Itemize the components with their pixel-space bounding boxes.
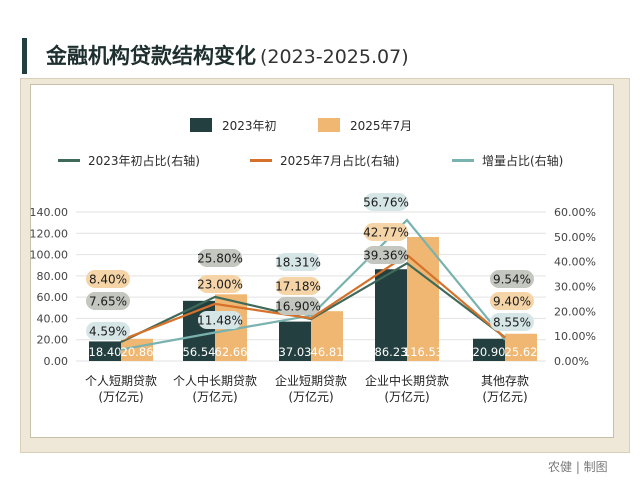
line-label-2025: 42.77% <box>363 226 409 240</box>
category-label: 个人短期贷款 <box>85 374 157 388</box>
right-tick-label: 30.00% <box>554 281 596 294</box>
category-unit-label: (万亿元) <box>384 389 429 404</box>
bar-2023 <box>279 321 311 361</box>
category-unit-label: (万亿元) <box>98 389 143 404</box>
line-label-increment: 11.48% <box>197 314 243 328</box>
left-tick-label: 20.00 <box>37 334 69 347</box>
category-label: 其他存款 <box>481 374 529 388</box>
left-tick-label: 140.00 <box>30 206 69 219</box>
right-tick-label: 50.00% <box>554 231 596 244</box>
bar-label-2023: 56.54 <box>183 345 216 359</box>
line-label-increment-bg <box>364 193 408 211</box>
line-label-2023-bg <box>490 270 534 288</box>
category-unit-label: (万亿元) <box>482 389 527 404</box>
bar-2023 <box>473 338 505 361</box>
legend-label-2025: 2025年7月 <box>350 119 413 133</box>
bar-label-2023: 18.40 <box>89 345 122 359</box>
legend-swatch-2025 <box>318 118 340 132</box>
legend-label-line-2025: 2025年7月占比(右轴) <box>280 154 400 168</box>
bar-label-2025: 62.66 <box>215 345 248 359</box>
line-label-2023: 16.90% <box>275 300 321 314</box>
legend-line-increment <box>452 159 474 162</box>
line-label-2025-bg <box>276 277 320 295</box>
legend-line-2023 <box>58 159 80 162</box>
line-label-increment-bg <box>198 311 242 329</box>
line-label-2023-bg <box>198 249 242 267</box>
legend-label-line-2023: 2023年初占比(右轴) <box>88 154 200 168</box>
line-2025-share <box>120 253 506 342</box>
bar-2025 <box>505 333 537 361</box>
line-label-2023: 39.36% <box>363 249 409 263</box>
bar-label-2025: 25.62 <box>505 345 538 359</box>
line-label-2025-bg <box>198 275 242 293</box>
category-label: 个人中长期贷款 <box>173 373 257 388</box>
right-tick-label: 0.00% <box>554 355 589 368</box>
line-label-increment-bg <box>86 322 130 340</box>
legend-swatch-2023 <box>190 118 212 132</box>
category-label: 企业短期贷款 <box>275 373 347 388</box>
bar-2025 <box>311 311 343 361</box>
line-label-2025-bg <box>490 292 534 310</box>
line-label-increment: 56.76% <box>363 196 409 210</box>
bar-label-2025: 116.53 <box>403 345 443 359</box>
page-title: 金融机构贷款结构变化 (2023-2025.07) <box>46 40 409 70</box>
left-tick-label: 40.00 <box>37 312 69 325</box>
line-label-2023: 7.65% <box>89 295 127 309</box>
category-unit-label: (万亿元) <box>288 389 333 404</box>
legend-label-2023: 2023年初 <box>222 119 277 133</box>
title-text: 金融机构贷款结构变化 <box>46 44 256 68</box>
line-label-2023: 25.80% <box>197 252 243 266</box>
bar-label-2023: 20.90 <box>473 345 506 359</box>
legend-label-line-increment: 增量占比(右轴) <box>482 154 564 168</box>
line-label-2025: 9.40% <box>493 295 531 309</box>
line-label-2023: 9.54% <box>493 273 531 287</box>
left-tick-label: 60.00 <box>37 291 69 304</box>
title-suffix: (2023-2025.07) <box>260 46 409 68</box>
bar-label-2023: 86.23 <box>375 345 408 359</box>
bar-label-2025: 20.86 <box>121 345 154 359</box>
line-label-increment: 8.55% <box>493 316 531 330</box>
left-tick-label: 100.00 <box>30 249 69 262</box>
right-tick-label: 60.00% <box>554 206 596 219</box>
line-label-increment: 18.31% <box>275 256 321 270</box>
line-label-2025: 23.00% <box>197 278 243 292</box>
line-label-2023-bg <box>276 297 320 315</box>
line-increment-share <box>120 218 506 351</box>
category-label: 企业中长期贷款 <box>365 373 449 388</box>
left-tick-label: 120.00 <box>30 227 69 240</box>
line-label-2025: 8.40% <box>89 273 127 287</box>
bar-2025 <box>407 236 439 361</box>
line-label-2023-bg <box>86 292 130 310</box>
category-unit-label: (万亿元) <box>192 389 237 404</box>
line-label-2023-bg <box>364 246 408 264</box>
line-label-2025-bg <box>364 223 408 241</box>
line-label-increment: 4.59% <box>89 325 127 339</box>
bar-label-2023: 37.03 <box>279 345 312 359</box>
legend-line-2025 <box>250 159 272 162</box>
line-label-2025: 17.18% <box>275 280 321 294</box>
bar-label-2025: 46.81 <box>311 345 344 359</box>
title-accent-bar <box>22 38 27 74</box>
bar-2023 <box>89 341 121 361</box>
line-label-2025-bg <box>86 270 130 288</box>
chart-card <box>30 84 614 438</box>
line-label-increment-bg <box>276 253 320 271</box>
left-tick-label: 80.00 <box>37 270 69 283</box>
footer-credit: 农健 | 制图 <box>548 460 608 474</box>
left-tick-label: 0.00 <box>44 355 69 368</box>
right-tick-label: 20.00% <box>554 305 596 318</box>
bar-2023 <box>375 269 407 361</box>
line-label-increment-bg <box>490 313 534 331</box>
right-tick-label: 40.00% <box>554 256 596 269</box>
right-tick-label: 10.00% <box>554 330 596 343</box>
